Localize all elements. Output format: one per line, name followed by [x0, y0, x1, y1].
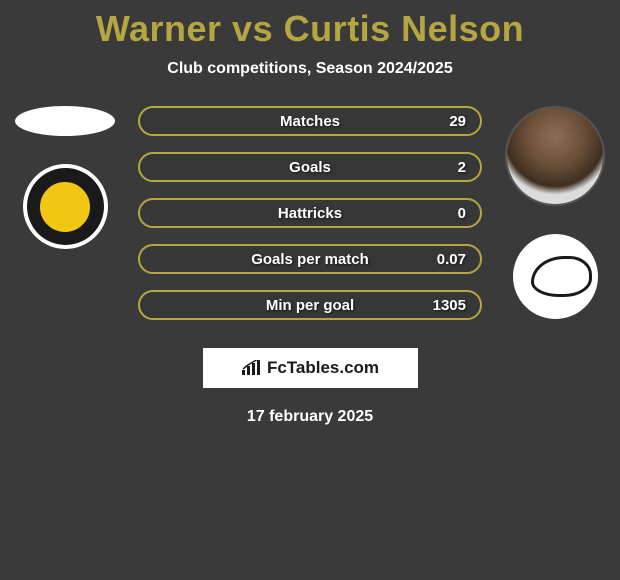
subtitle: Club competitions, Season 2024/2025 [0, 60, 620, 78]
stat-right-value: 0 [458, 205, 466, 222]
stat-bar: Goals 2 [138, 152, 482, 182]
stat-bar: Goals per match 0.07 [138, 244, 482, 274]
player-right-photo [505, 106, 605, 206]
right-player-col [500, 106, 610, 319]
brand-badge: FcTables.com [203, 348, 418, 388]
comparison-row: Matches 29 Goals 2 Hattricks 0 Goals per match… [0, 106, 620, 320]
club-logo-right [513, 234, 598, 319]
stat-label: Goals [289, 159, 331, 176]
stat-bar: Hattricks 0 [138, 198, 482, 228]
left-player-col [10, 106, 120, 249]
club-logo-left [23, 164, 108, 249]
stat-label: Goals per match [251, 251, 369, 268]
stat-right-value: 1305 [433, 297, 466, 314]
stat-bar: Matches 29 [138, 106, 482, 136]
stat-bar: Min per goal 1305 [138, 290, 482, 320]
stat-label: Min per goal [266, 297, 354, 314]
stat-label: Matches [280, 113, 340, 130]
brand-text: FcTables.com [267, 358, 379, 378]
chart-icon [241, 360, 261, 376]
stats-column: Matches 29 Goals 2 Hattricks 0 Goals per match… [120, 106, 500, 320]
player-left-photo [15, 106, 115, 136]
date-text: 17 february 2025 [0, 408, 620, 426]
stat-right-value: 0.07 [437, 251, 466, 268]
page-title: Warner vs Curtis Nelson [0, 0, 620, 50]
stat-right-value: 2 [458, 159, 466, 176]
stat-label: Hattricks [278, 205, 342, 222]
stat-right-value: 29 [449, 113, 466, 130]
